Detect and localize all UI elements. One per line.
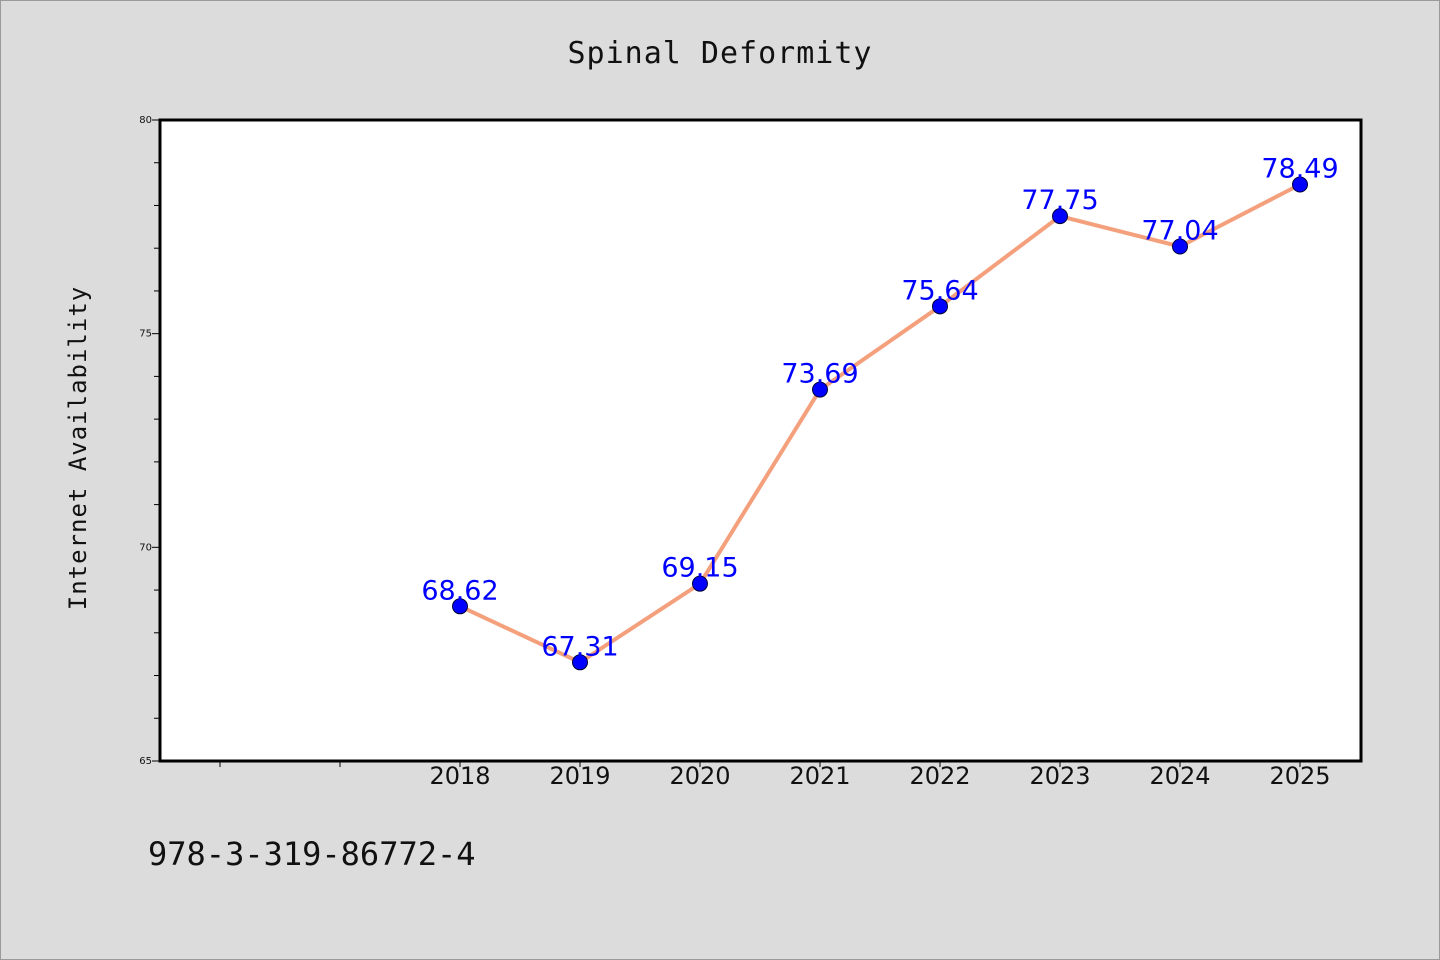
series-line xyxy=(459,182,1301,665)
y-tick-label: 65 xyxy=(139,756,152,767)
data-label: 77.75 xyxy=(1021,185,1098,216)
x-axis: 2018 2019 2020 2021 2022 2023 2024 2025 xyxy=(219,761,1331,790)
x-tick-label: 2020 xyxy=(669,762,730,790)
chart-title: Spinal Deformity xyxy=(568,36,873,71)
x-tick-label: 2018 xyxy=(429,762,490,790)
data-point-marker xyxy=(812,381,828,398)
data-point-marker xyxy=(692,575,708,592)
data-label: 69.15 xyxy=(661,553,738,584)
data-point-marker xyxy=(1292,176,1308,193)
data-point-marker xyxy=(1052,208,1068,225)
y-axis: 65 70 75 80 xyxy=(139,115,160,767)
data-point-marker xyxy=(932,298,948,315)
data-label: 78.49 xyxy=(1261,154,1338,185)
data-label: 77.04 xyxy=(1141,215,1218,246)
data-label: 73.69 xyxy=(781,359,858,390)
plot-area xyxy=(158,118,1363,763)
isbn-annotation: 978-3-319-86772-4 xyxy=(148,835,476,873)
data-point-marker xyxy=(1172,238,1188,255)
x-tick-label: 2023 xyxy=(1029,762,1090,790)
y-tick-label: 80 xyxy=(139,115,152,126)
data-point-marker xyxy=(452,598,468,615)
y-tick-label: 70 xyxy=(139,542,152,553)
x-tick-label: 2022 xyxy=(909,762,970,790)
y-tick-label: 75 xyxy=(139,329,152,340)
x-tick-label: 2019 xyxy=(549,762,610,790)
x-tick-label: 2025 xyxy=(1269,762,1330,790)
data-point-marker xyxy=(572,654,588,671)
x-tick-label: 2024 xyxy=(1149,762,1210,790)
data-label: 75.64 xyxy=(901,275,978,306)
data-points xyxy=(452,176,1308,671)
x-tick-label: 2021 xyxy=(789,762,850,790)
data-label: 68.62 xyxy=(421,575,498,606)
data-labels: 68.62 67.31 69.15 73.69 75.64 77.75 77.04 78.49 xyxy=(421,154,1338,663)
y-axis-label: Internet Availability xyxy=(64,286,92,610)
data-label: 67.31 xyxy=(541,631,618,662)
